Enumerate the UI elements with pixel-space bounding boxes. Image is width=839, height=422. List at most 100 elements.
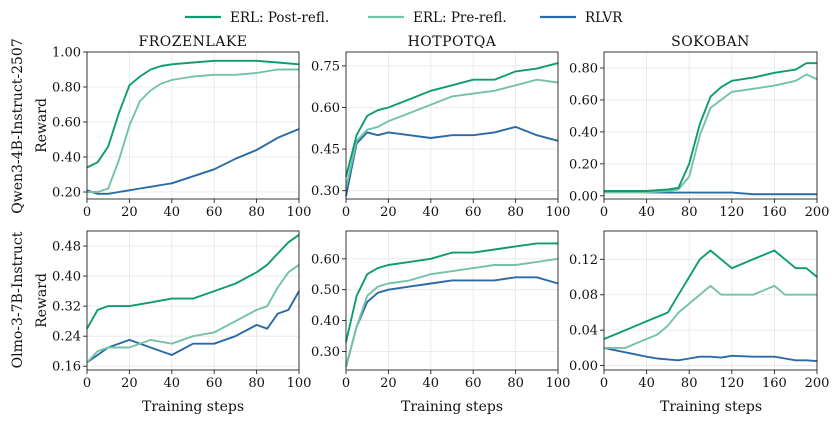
legend-label-rlvr: RLVR [585,10,623,26]
panel-1-0: 0 20 40 60 80 100 0.16 0.24 0.32 0.40 0.48 Reward [34,230,312,391]
x-tick-label: 200 [805,205,830,220]
axes-frame [345,230,559,371]
series-line-rlvr [86,290,300,364]
x-tick-label: 100 [287,205,312,220]
panel-1-2: 0 40 80 120 160 200 0.00 0.04 0.08 0.12 [569,230,830,391]
y-tick-label: 0.45 [311,143,340,158]
x-tick-label: 60 [465,376,482,391]
series-line-erl-pre-refl [86,264,300,364]
y-tick-label: 0.00 [569,359,598,374]
y-tick-label: 0.24 [52,330,81,345]
y-tick-label: 0.08 [569,288,598,303]
axes-frame [345,51,559,200]
x-tick-label: 80 [248,376,265,391]
y-tick-label: 0.32 [52,300,81,315]
panel-0-0: 0 20 40 60 80 100 0.20 0.40 0.60 0.80 1.00 FROZENLA… [34,34,311,220]
y-tick-label: 0.60 [569,93,598,108]
y-tick-label: 0.48 [52,240,81,255]
y-tick-label: 0.16 [52,360,81,375]
series-line-erl-pre-refl [604,284,817,349]
x-tick-label: 40 [164,205,181,220]
series-line-erl-pre-refl [604,73,818,194]
xlabel-col2: Training steps [660,399,762,415]
xlabel-col0: Training steps [142,399,244,415]
axes-frame [603,51,818,200]
series-line-erl-post-refl [86,59,300,169]
x-tick-label: 0 [83,376,91,391]
x-tick-label: 100 [287,376,312,391]
y-tick-label: 0.60 [52,116,81,131]
x-tick-label: 0 [342,205,350,220]
y-tick-label: 1.00 [52,46,81,61]
x-tick-label: 20 [380,376,397,391]
x-tick-label: 160 [762,205,787,220]
y-tick-label: 0.80 [569,61,598,76]
x-tick-label: 20 [121,376,138,391]
y-tick-label: 0.40 [311,314,340,329]
xlabel-col1: Training steps [401,399,503,415]
series-line-rlvr [86,128,300,195]
panel-0-1: 0 20 40 60 80 100 0.30 0.45 0.60 0.75 HOTPOTQA [311,34,570,220]
series-line-erl-post-refl [86,234,300,330]
y-tick-label: 0.20 [569,157,598,172]
x-tick-label: 40 [638,205,655,220]
row-label-olmo: Olmo-3-7B-Instruct [10,231,26,368]
panel-title: HOTPOTQA [408,34,497,50]
series-line-erl-pre-refl [345,257,559,368]
series-line-erl-post-refl [345,242,558,343]
series-line-erl-pre-refl [87,68,299,193]
y-axis-label: Reward [34,273,50,328]
x-tick-label: 40 [164,376,181,391]
panel-1-1: 0 20 40 60 80 100 0.30 0.40 0.50 0.60 [311,230,571,391]
x-tick-label: 100 [546,376,571,391]
axes-frame [86,230,300,371]
x-tick-label: 200 [805,376,830,391]
y-tick-label: 0.50 [311,283,340,298]
y-tick-label: 0.30 [311,345,340,360]
x-tick-label: 80 [507,376,524,391]
y-tick-label: 0.80 [52,81,81,96]
series-line-rlvr [603,346,818,363]
y-tick-label: 0.12 [569,253,598,268]
x-tick-label: 80 [248,205,265,220]
series-line-erl-pre-refl [345,78,559,189]
x-tick-label: 120 [719,205,744,220]
x-tick-label: 40 [638,376,655,391]
axes-frame [603,230,818,371]
legend-label-post: ERL: Post-refl. [230,10,329,26]
y-tick-label: 0.40 [569,125,598,140]
series-line-erl-post-refl [604,62,817,192]
y-tick-label: 0.60 [311,101,340,116]
y-tick-label: 0.30 [311,184,340,199]
series-line-erl-post-refl [603,249,818,340]
axes-frame [86,51,300,200]
y-tick-label: 0.40 [52,270,81,285]
row-label-qwen: Qwen3-4B-Instruct-2507 [10,38,26,213]
y-tick-label: 0.75 [311,59,340,74]
x-tick-label: 20 [380,205,397,220]
x-tick-label: 160 [762,376,787,391]
x-tick-label: 80 [681,205,698,220]
y-tick-label: 0.04 [569,324,598,339]
x-tick-label: 80 [681,376,698,391]
panels: 0 20 40 60 80 100 0.20 0.40 0.60 0.80 1.00 FROZENLA… [34,34,829,391]
x-tick-label: 120 [719,376,744,391]
y-tick-label: 0.00 [569,189,598,204]
series-line-rlvr [345,125,559,197]
legend: ERL: Post-refl. ERL: Pre-refl. RLVR [185,10,623,26]
x-tick-label: 60 [206,205,223,220]
panel-title: SOKOBAN [671,34,750,50]
x-tick-label: 60 [465,205,482,220]
y-axis-label: Reward [34,98,50,153]
panel-0-2: 0 40 80 120 160 200 0.00 0.20 0.40 0.60 0.80 SOKOBA… [569,34,829,220]
y-tick-label: 0.20 [52,186,81,201]
series-line-erl-post-refl [345,62,559,178]
x-tick-label: 40 [423,205,440,220]
x-tick-label: 20 [121,205,138,220]
legend-label-pre: ERL: Pre-refl. [413,10,507,26]
x-tick-label: 0 [600,376,608,391]
x-tick-label: 60 [206,376,223,391]
x-tick-label: 80 [507,205,524,220]
y-tick-label: 0.40 [52,151,81,166]
